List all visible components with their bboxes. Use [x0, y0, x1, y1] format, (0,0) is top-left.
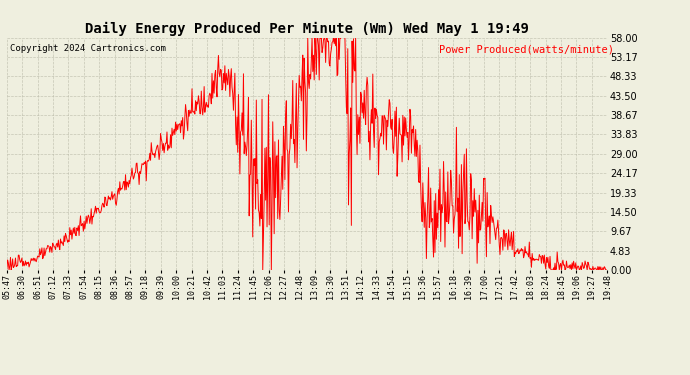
- Text: Power Produced(watts/minute): Power Produced(watts/minute): [439, 45, 614, 54]
- Text: Copyright 2024 Cartronics.com: Copyright 2024 Cartronics.com: [10, 45, 166, 54]
- Title: Daily Energy Produced Per Minute (Wm) Wed May 1 19:49: Daily Energy Produced Per Minute (Wm) We…: [85, 22, 529, 36]
